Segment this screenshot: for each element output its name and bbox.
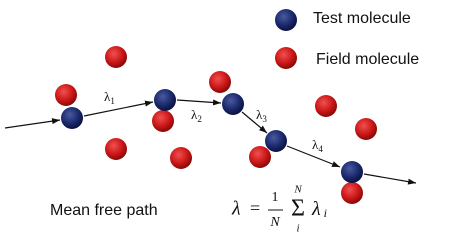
arrow xyxy=(84,102,153,116)
field-molecule xyxy=(209,71,231,93)
path-label: λ3 xyxy=(256,107,267,124)
test-molecule xyxy=(341,161,363,183)
field-molecule xyxy=(249,146,271,168)
path-labels: λ1 λ2 λ3 λ4 xyxy=(104,89,323,154)
term-symbol: λ xyxy=(311,198,321,220)
test-molecule xyxy=(154,89,176,111)
field-molecule xyxy=(152,110,174,132)
formula-lower: i xyxy=(296,223,299,235)
test-molecule xyxy=(61,107,83,129)
legend-field-marker xyxy=(275,47,297,69)
test-molecule xyxy=(265,130,287,152)
diagram: Test molecule Field molecule λ1 λ2 λ3 λ4… xyxy=(0,0,454,240)
legend-test-label: Test molecule xyxy=(313,10,411,27)
field-molecules xyxy=(55,46,377,204)
legend-test-marker xyxy=(275,9,297,31)
field-molecule xyxy=(341,182,363,204)
field-molecule xyxy=(105,46,127,68)
formula-equals: = xyxy=(250,198,260,218)
subscript: 3 xyxy=(262,114,267,124)
subscript: 2 xyxy=(197,114,202,124)
formula-sum: Σ xyxy=(291,196,305,222)
field-molecule xyxy=(55,84,77,106)
arrow xyxy=(177,100,221,103)
field-molecule xyxy=(170,147,192,169)
caption: Mean free path xyxy=(50,202,158,219)
field-molecule xyxy=(355,118,377,140)
field-molecule xyxy=(315,95,337,117)
formula-numerator: 1 xyxy=(272,190,279,205)
path-label: λ2 xyxy=(191,107,202,124)
formula-lhs: λ xyxy=(231,198,241,220)
path-label: λ1 xyxy=(104,89,115,106)
path-label: λ4 xyxy=(312,137,323,154)
page: {"legend": {"test": "Test molecule", "fi… xyxy=(0,0,454,240)
test-molecule xyxy=(222,93,244,115)
field-molecule xyxy=(105,138,127,160)
term-subscript: i xyxy=(324,206,327,220)
formula-upper: N xyxy=(293,184,302,196)
formula-denominator: N xyxy=(269,215,280,230)
arrow xyxy=(5,120,60,128)
subscript: 1 xyxy=(110,96,115,106)
subscript: 4 xyxy=(318,144,323,154)
arrow xyxy=(364,174,416,183)
legend-field-label: Field molecule xyxy=(316,51,419,68)
